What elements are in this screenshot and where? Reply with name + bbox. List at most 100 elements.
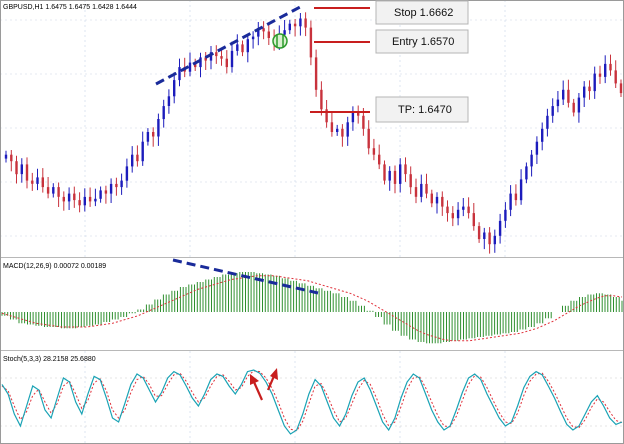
candle-body <box>283 30 286 35</box>
candle-body <box>383 164 386 181</box>
price-candles <box>4 12 623 254</box>
candle-body <box>514 193 518 201</box>
candle-body <box>393 170 397 184</box>
candle-body <box>372 148 376 155</box>
candle-body <box>357 112 360 116</box>
candle-body <box>251 36 255 40</box>
candle-body <box>152 132 155 137</box>
candle-body <box>509 193 512 210</box>
candle-body <box>446 206 449 214</box>
candle-body <box>173 80 176 97</box>
candle-body <box>493 235 496 245</box>
candle-body <box>367 128 370 149</box>
candle-body <box>388 170 391 181</box>
candle-body <box>220 56 223 59</box>
candle-body <box>572 102 575 113</box>
stoch-signal-line <box>1 370 623 432</box>
candle-body <box>477 226 481 240</box>
candle-body <box>577 97 581 113</box>
symbol-header: GBPUSD,H1 1.6475 1.6475 1.6428 1.6444 <box>3 4 137 11</box>
candle-body <box>593 73 596 92</box>
candle-body <box>619 83 623 94</box>
candle-body <box>472 213 475 227</box>
macd-label: MACD(12,26,9) 0.00072 0.00189 <box>3 263 106 270</box>
stoch-main-line <box>1 369 623 435</box>
macd-trendline[interactable] <box>172 258 319 295</box>
candle-body <box>320 89 323 110</box>
tp-callout: TP: 1.6470 <box>375 96 469 123</box>
candle-body <box>230 50 234 68</box>
stop-callout-text: Stop 1.6662 <box>394 7 453 19</box>
candle-body <box>104 190 108 194</box>
candle-body <box>314 57 318 90</box>
candle-body <box>267 31 270 38</box>
candle-body <box>246 39 249 53</box>
candle-body <box>78 200 81 206</box>
candle-body <box>293 23 297 27</box>
candle-body <box>57 187 60 197</box>
candle-body <box>299 18 302 27</box>
candle-body <box>304 18 307 28</box>
macd-histogram <box>1 272 623 344</box>
candle-body <box>162 106 165 120</box>
candle-body <box>167 96 171 106</box>
candle-body <box>88 196 92 202</box>
candle-body <box>25 164 29 181</box>
candle-body <box>262 28 265 32</box>
candle-body <box>31 180 34 184</box>
candle-body <box>598 73 602 77</box>
up-arrow-icon <box>266 368 278 391</box>
candle-body <box>199 57 202 68</box>
candle-body <box>325 109 328 123</box>
stochastic-lines <box>0 369 624 435</box>
candle-body <box>530 154 533 167</box>
up-arrow-icon <box>250 374 264 401</box>
candle-body <box>62 196 65 202</box>
candle-body <box>604 63 607 77</box>
candle-body <box>451 213 454 219</box>
tp-callout-text: TP: 1.6470 <box>398 104 452 116</box>
stoch-label: Stoch(5,3,3) 28.2158 25.6880 <box>3 356 96 363</box>
candle-body <box>441 196 444 207</box>
candle-body <box>67 193 71 202</box>
candle-body <box>541 128 544 142</box>
candle-body <box>351 112 355 123</box>
candle-body <box>404 164 407 175</box>
candle-body <box>399 164 402 184</box>
candle-body <box>109 183 113 194</box>
candle-body <box>567 89 570 103</box>
candle-body <box>588 86 591 92</box>
candle-body <box>120 180 123 188</box>
candle-body <box>257 28 260 37</box>
candle-body <box>409 174 412 188</box>
candle-body <box>546 115 549 129</box>
candle-body <box>435 196 439 204</box>
entry-callout: Entry 1.6570 <box>375 29 469 54</box>
candle-body <box>288 23 291 31</box>
candle-body <box>178 67 181 81</box>
candle-body <box>125 166 129 181</box>
candle-body <box>467 206 470 214</box>
candle-body <box>504 209 507 221</box>
candle-body <box>462 206 465 210</box>
candle-body <box>204 57 207 61</box>
candle-body <box>414 187 418 197</box>
candle-body <box>583 86 586 98</box>
candle-body <box>36 177 39 184</box>
candle-body <box>136 154 139 162</box>
candle-body <box>209 52 213 61</box>
candle-body <box>52 187 55 194</box>
candle-body <box>614 70 617 84</box>
candle-body <box>430 193 433 204</box>
candle-body <box>10 154 13 162</box>
candle-body <box>146 132 150 142</box>
candle-body <box>241 44 244 53</box>
candle-body <box>309 27 313 58</box>
candle-body <box>556 99 560 107</box>
candle-body <box>115 183 118 188</box>
candle-body <box>188 62 192 72</box>
candle-body <box>456 209 460 219</box>
candle-body <box>157 119 160 137</box>
candle-body <box>330 122 334 132</box>
